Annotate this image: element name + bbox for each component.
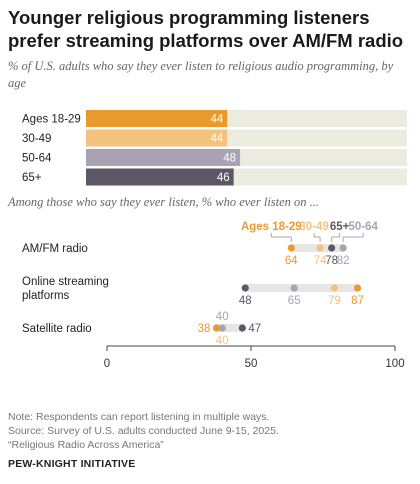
dot xyxy=(212,324,221,332)
chart-notes: Note: Respondents can report listening i… xyxy=(8,410,412,452)
dot-value-label: 38 xyxy=(198,323,211,335)
dot-value-label: 82 xyxy=(337,255,350,267)
dot-category-label: AM/FM radio xyxy=(22,243,88,255)
legend-label: Ages 18-29 xyxy=(241,221,302,233)
dot-value-label: 64 xyxy=(285,255,298,267)
source-label: PEW-KNIGHT INITIATIVE xyxy=(8,458,136,470)
bar-value-label: 48 xyxy=(223,153,236,165)
dot-value-label: 40 xyxy=(216,335,229,347)
chart-subtitle: % of U.S. adults who say they ever liste… xyxy=(8,59,394,90)
bar xyxy=(86,168,234,186)
dot-category-label: Online streaming xyxy=(22,276,109,288)
dot-category-label: Satellite radio xyxy=(22,323,92,335)
dot xyxy=(330,284,339,292)
dot-value-label: 74 xyxy=(314,255,327,267)
x-axis-tick-label: 0 xyxy=(104,358,110,370)
bar-value-label: 44 xyxy=(210,133,223,145)
bar-value-label: 44 xyxy=(210,114,223,126)
dot xyxy=(218,324,226,332)
dot xyxy=(238,324,246,332)
chart-title: Younger religious programming listeners … xyxy=(8,7,404,51)
x-axis-tick-label: 50 xyxy=(245,358,258,370)
bar xyxy=(86,129,228,147)
dot-value-label: 47 xyxy=(248,323,261,335)
bar-value-label: 46 xyxy=(217,172,230,184)
dot-value-label: 40 xyxy=(216,311,229,323)
dot xyxy=(316,244,324,252)
dot-value-label: 78 xyxy=(325,255,338,267)
dot-category-label: platforms xyxy=(22,290,70,302)
legend-label: 65+ xyxy=(330,221,350,233)
dot xyxy=(287,244,295,252)
bar-category-label: Ages 18-29 xyxy=(22,114,81,126)
dot-value-label: 87 xyxy=(351,295,364,307)
bar-category-label: 30-49 xyxy=(22,133,51,145)
bar-category-label: 50-64 xyxy=(22,153,52,165)
dot xyxy=(353,284,362,292)
range-band xyxy=(216,324,243,332)
source-text: Source: Survey of U.S. adults conducted … xyxy=(8,425,279,437)
legend-label: 50-64 xyxy=(348,221,378,233)
dot xyxy=(290,284,298,292)
dot-value-label: 65 xyxy=(288,295,301,307)
dot xyxy=(241,284,249,292)
report-title-text: “Religious Radio Across America” xyxy=(8,439,164,451)
dot-value-label: 79 xyxy=(328,295,341,307)
bar-category-label: 65+ xyxy=(22,172,42,184)
range-band xyxy=(245,284,358,292)
bars-group: Ages 18-29 44 30-49 44 50-64 48 65+ 46 xyxy=(22,110,407,186)
x-axis-tick-label: 100 xyxy=(385,358,404,370)
note-text: Note: Respondents can report listening i… xyxy=(8,411,270,423)
dot-value-label: 48 xyxy=(239,295,252,307)
bar xyxy=(86,149,241,166)
bar xyxy=(86,110,228,127)
legend-label: 30-49 xyxy=(299,221,328,233)
dot xyxy=(339,244,347,252)
dot xyxy=(328,244,336,252)
dot-plot-subtitle: Among those who say they ever listen, % … xyxy=(8,195,320,209)
